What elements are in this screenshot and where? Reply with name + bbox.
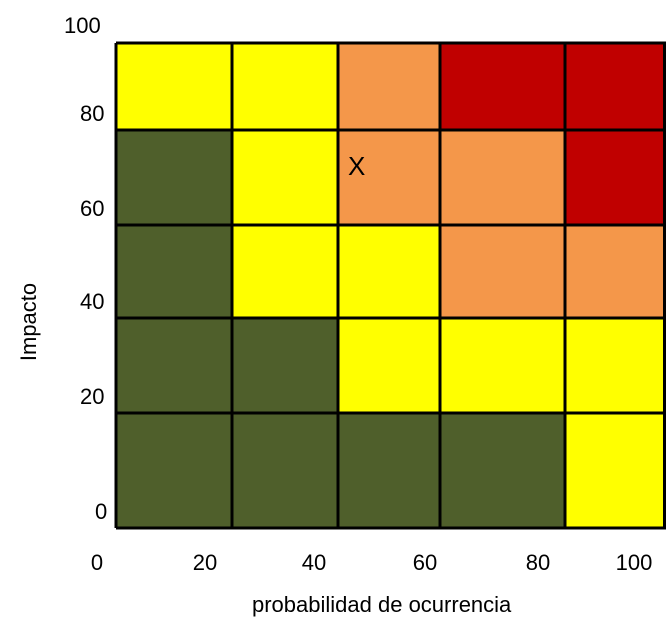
heatmap-annotations: X (348, 151, 365, 181)
y-tick-label: 20 (80, 384, 104, 409)
heatmap-cell-r3-c2 (232, 225, 338, 318)
heatmap-cell-r4-c4 (440, 318, 565, 413)
heatmap-cell-r4-c1 (116, 318, 232, 413)
x-axis-tick-labels: 0 20 40 60 80 100 (91, 550, 652, 575)
heatmap-cell-r1-c3 (338, 43, 440, 130)
heatmap-cell-r3-c4 (440, 225, 565, 318)
y-tick-label: 100 (64, 13, 101, 38)
heatmap-cell-r5-c5 (565, 413, 666, 528)
x-tick-label: 60 (413, 550, 437, 575)
heatmap-cell-r2-c4 (440, 130, 565, 225)
heatmap-grid-lines (114, 41, 666, 530)
heatmap-cell-r1-c2 (232, 43, 338, 130)
heatmap-cell-r5-c3 (338, 413, 440, 528)
heatmap-cell-r2-c3 (338, 130, 440, 225)
heatmap-cell-r1-c1 (116, 43, 232, 130)
heatmap-cell-r4-c2 (232, 318, 338, 413)
x-tick-label: 0 (91, 550, 103, 575)
heatmap-cell-r2-c1 (116, 130, 232, 225)
y-axis-tick-labels: 100 80 60 40 20 0 (64, 13, 107, 524)
y-tick-label: 0 (95, 499, 107, 524)
x-tick-label: 20 (193, 550, 217, 575)
y-tick-label: 60 (80, 196, 104, 221)
risk-marker-label: X (348, 151, 365, 181)
heatmap-cell-r3-c1 (116, 225, 232, 318)
heatmap-cell-r3-c3 (338, 225, 440, 318)
heatmap-cell-r5-c4 (440, 413, 565, 528)
x-tick-label: 80 (526, 550, 550, 575)
heatmap-cell-r5-c1 (116, 413, 232, 528)
heatmap-cell-r1-c5 (565, 43, 666, 130)
y-axis-title: Impacto (16, 283, 41, 361)
x-tick-label: 100 (616, 550, 653, 575)
y-tick-label: 80 (80, 101, 104, 126)
heatmap-cell-r4-c5 (565, 318, 666, 413)
heatmap-cell-r5-c2 (232, 413, 338, 528)
heatmap-cell-r2-c2 (232, 130, 338, 225)
heatmap-cell-r3-c5 (565, 225, 666, 318)
heatmap-cell-r4-c3 (338, 318, 440, 413)
x-tick-label: 40 (302, 550, 326, 575)
heatmap-cells (116, 43, 666, 528)
y-tick-label: 40 (80, 289, 104, 314)
heatmap-cell-r2-c5 (565, 130, 666, 225)
heatmap-cell-r1-c4 (440, 43, 565, 130)
x-axis-title: probabilidad de ocurrencia (252, 592, 512, 617)
